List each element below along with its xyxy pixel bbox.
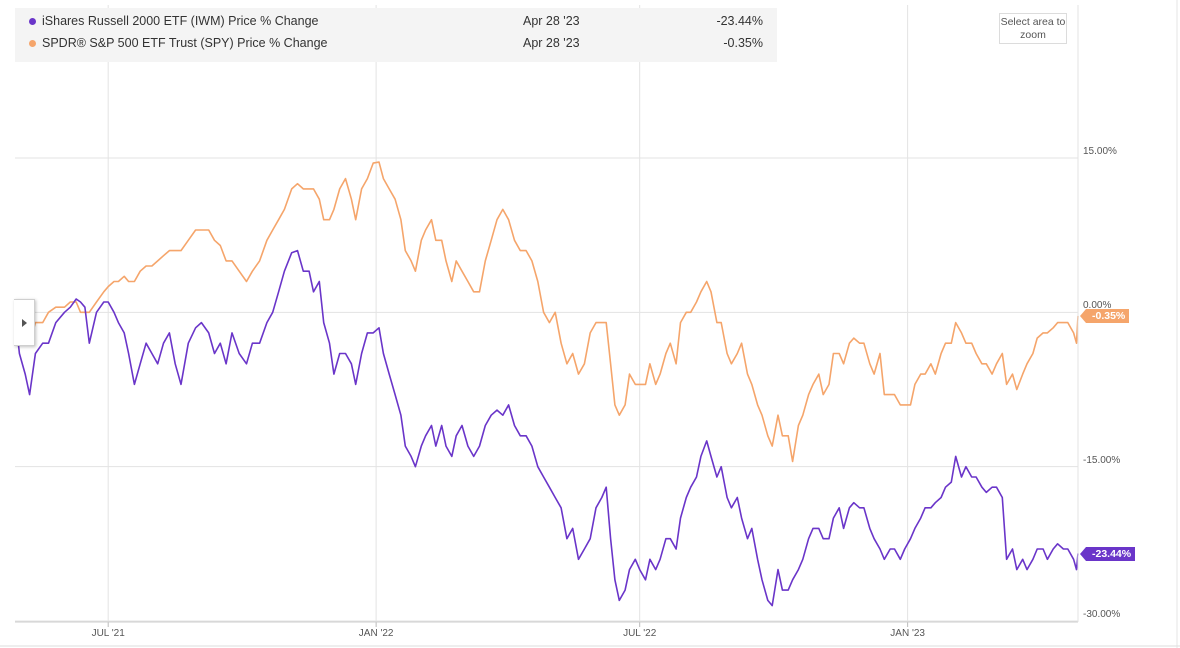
- legend-value: -0.35%: [723, 36, 763, 50]
- series-layer: [14, 161, 1079, 607]
- x-tick-label: JUL '22: [623, 628, 657, 639]
- label-pointer-icon: [1080, 546, 1086, 561]
- y-tick-label: -30.00%: [1083, 609, 1121, 620]
- end-value-label-iwm: -23.44%: [1080, 546, 1136, 561]
- series-marker-icon: [29, 18, 36, 25]
- series-line-spy: [14, 161, 1079, 463]
- legend-series-name: iShares Russell 2000 ETF (IWM) Price % C…: [42, 14, 319, 28]
- end-value-label-spy: -0.35%: [1080, 308, 1130, 323]
- x-tick-label: JAN '22: [358, 628, 394, 639]
- legend-value: -23.44%: [716, 14, 763, 28]
- y-tick-label: 15.00%: [1083, 146, 1117, 157]
- series-line-iwm: [14, 249, 1079, 607]
- legend-item-iwm[interactable]: iShares Russell 2000 ETF (IWM) Price % C…: [15, 11, 777, 33]
- legend: iShares Russell 2000 ETF (IWM) Price % C…: [15, 8, 777, 62]
- legend-series-name: SPDR® S&P 500 ETF Trust (SPY) Price % Ch…: [42, 36, 328, 50]
- sidebar-toggle-button[interactable]: [14, 299, 35, 346]
- select-area-zoom-button[interactable]: Select area to zoom: [999, 13, 1067, 44]
- legend-date: Apr 28 '23: [523, 36, 580, 50]
- x-tick-label: JAN '23: [890, 628, 925, 639]
- x-tick-label: JUL '21: [91, 628, 125, 639]
- series-marker-icon: [29, 40, 36, 47]
- expand-arrow-icon: [21, 318, 27, 327]
- grid: [15, 5, 1078, 622]
- legend-item-spy[interactable]: SPDR® S&P 500 ETF Trust (SPY) Price % Ch…: [15, 33, 777, 55]
- legend-date: Apr 28 '23: [523, 14, 580, 28]
- y-tick-label: 0.00%: [1083, 300, 1112, 312]
- y-tick-label: -15.00%: [1083, 454, 1121, 466]
- label-pointer-icon: [1080, 308, 1086, 323]
